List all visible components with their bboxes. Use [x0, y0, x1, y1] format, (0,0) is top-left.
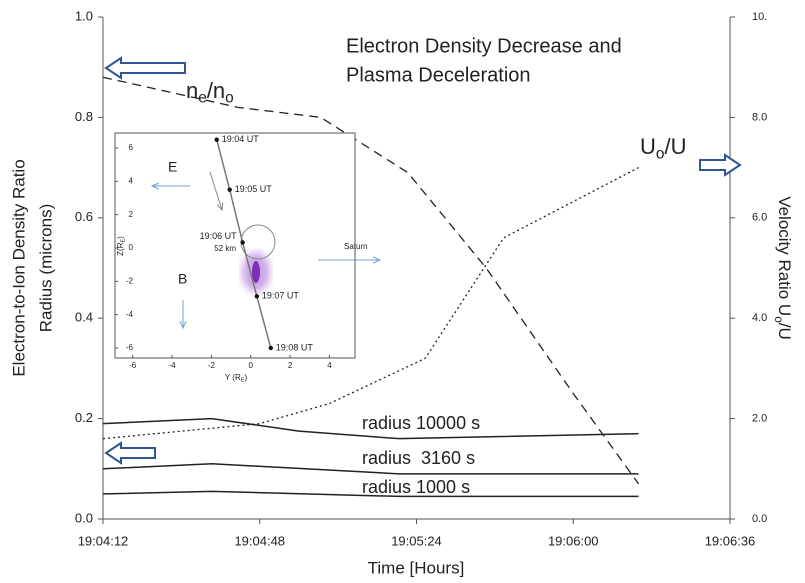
label-part: e — [198, 90, 207, 107]
series-line — [102, 167, 639, 440]
right-arrow — [699, 153, 742, 177]
y-tick-label: 0.8 — [75, 109, 93, 124]
label-part: ) — [244, 373, 247, 382]
inset-x-tick-label: -4 — [168, 361, 176, 370]
y2-tick-label: 8.0 — [752, 111, 767, 123]
inset-x-tick-label: -6 — [129, 361, 137, 370]
series-line — [102, 490, 639, 498]
flow-arrow — [209, 171, 222, 210]
inset-frame — [114, 132, 356, 359]
y-tick-label: 0.2 — [75, 410, 93, 425]
y2-tick-label: 10. — [752, 11, 767, 23]
inset-y-axis-title: Z(RE) — [116, 236, 127, 256]
label-part: /n — [207, 78, 225, 103]
inset-y-tick-label: -6 — [126, 343, 134, 352]
main-plot: 0.0 0.2 0.4 0.6 0.8 1.0 0.0 2.0 4.0 6.0 8.0 10. 19:0… — [9, 8, 793, 577]
inset-x-tick-label: 0 — [249, 361, 254, 370]
point-label: 19:06 UT — [200, 231, 238, 241]
inset-annotation: B — [178, 271, 187, 287]
x-tick-label: 19:05:24 — [391, 533, 442, 548]
y-tick-label: 1.0 — [75, 8, 93, 23]
inset-annotation: 52 km — [214, 244, 236, 253]
point-label: 19:04 UT — [222, 134, 260, 144]
series-line — [102, 463, 639, 475]
inset-x-tick-label: 2 — [288, 361, 293, 370]
trajectory-point — [240, 240, 245, 245]
point-label: 19:07 UT — [262, 291, 300, 301]
label-part: n — [186, 78, 198, 103]
y2-tick-label: 6.0 — [752, 212, 767, 224]
chart-title: Plasma Deceleration — [346, 64, 531, 86]
chart-title: Electron Density Decrease and — [346, 35, 622, 57]
trajectory-point — [268, 345, 274, 351]
series-label: radius 10000 s — [362, 413, 480, 433]
left-arrow — [104, 441, 156, 465]
inset-y-tick-label: 4 — [129, 176, 134, 185]
inset-x-tick-label: -2 — [208, 361, 216, 370]
plume — [252, 261, 260, 283]
series-line — [102, 76, 640, 485]
inset-annotation: Saturn — [344, 242, 368, 251]
x-tick-label: 19:06:00 — [548, 533, 599, 548]
series-label: radius 1000 s — [362, 477, 470, 497]
label-part: E — [121, 239, 127, 243]
inset-x-axis-title: Y (RE) — [225, 373, 248, 384]
inset-y-tick-label: 0 — [129, 243, 134, 252]
label-part: /U — [664, 134, 686, 159]
inset-annotation: E — [168, 159, 177, 175]
series-label: Uo/U — [640, 134, 686, 163]
arrows — [104, 56, 742, 465]
inset-y-tick-label: -4 — [126, 310, 134, 319]
series-line — [102, 417, 639, 440]
point-label: 19:08 UT — [276, 342, 314, 352]
y-axis-title: Radius (microns) — [36, 204, 55, 332]
trajectory-point — [254, 294, 260, 299]
x-axis-title: Time [Hours] — [368, 558, 465, 577]
tick: · — [231, 199, 234, 208]
label-part: /U — [775, 323, 794, 340]
inset-y-tick-label: -2 — [126, 276, 134, 285]
point-label: 19:05 UT — [235, 184, 273, 194]
y2-tick-label: 0.0 — [752, 513, 767, 525]
inset-x-tick-label: 4 — [327, 361, 332, 370]
inset-y-tick-label: 2 — [129, 210, 134, 219]
y2-tick-label: 2.0 — [752, 413, 767, 425]
label-part: Z(R — [116, 242, 125, 256]
label-part: Velocity Ratio U — [775, 196, 794, 316]
trajectory-point — [214, 137, 219, 142]
label-part: o — [656, 146, 665, 163]
inset-y-tick-label: 6 — [129, 143, 134, 152]
y2-tick-label: 4.0 — [752, 312, 767, 324]
label-part: U — [640, 134, 656, 159]
y-tick-label: 0.6 — [75, 209, 93, 224]
label-part: o — [225, 90, 234, 107]
label-part: o — [772, 316, 786, 323]
y-axis-title: Electron-to-Ion Density Ratio — [9, 159, 28, 376]
series-label: radius 3160 s — [362, 448, 475, 468]
label-part: Y (R — [225, 373, 241, 382]
y2-axis-title: Velocity Ratio Uo/U — [772, 196, 794, 340]
y-tick-label: 0.4 — [75, 310, 93, 325]
x-tick-label: 19:04:12 — [78, 533, 129, 548]
y-tick-label: 0.0 — [75, 510, 93, 525]
label-part: ) — [116, 236, 125, 239]
x-tick-label: 19:06:36 — [705, 533, 756, 548]
trajectory-point — [227, 187, 232, 192]
series-label: ne/no — [186, 78, 234, 107]
left-arrow — [104, 56, 186, 80]
x-tick-label: 19:04:48 — [234, 533, 285, 548]
label-part: E — [241, 378, 245, 384]
